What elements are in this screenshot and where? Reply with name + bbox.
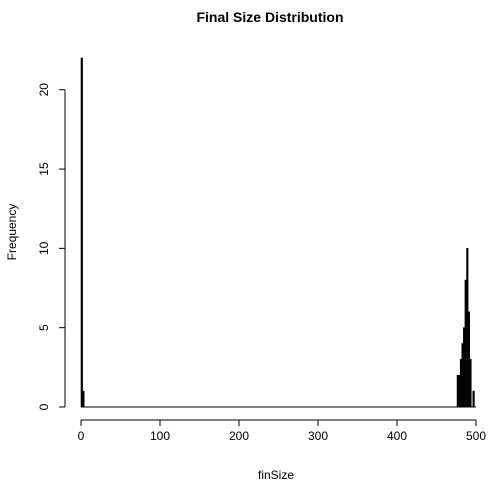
y-tick-label-10: 10: [37, 241, 51, 255]
x-axis-label: finSize: [258, 468, 294, 482]
histogram-bar-10: [469, 359, 472, 408]
x-tick-label-500: 500: [466, 429, 486, 443]
x-tick-label-400: 400: [387, 429, 407, 443]
y-tick-label-15: 15: [37, 162, 51, 176]
x-tick-label-300: 300: [308, 429, 328, 443]
x-tick-label-0: 0: [78, 429, 85, 443]
y-axis-label: Frequency: [5, 204, 19, 261]
y-tick-label-20: 20: [37, 83, 51, 97]
x-tick-label-200: 200: [229, 429, 249, 443]
histogram-bars: [80, 57, 476, 408]
chart-title: Final Size Distribution: [196, 9, 343, 25]
histogram-bar-1: [82, 390, 85, 408]
x-axis: 0 100 200 300 400 500: [78, 419, 486, 443]
histogram-bar-0: [80, 57, 83, 408]
histogram-bar-12: [472, 390, 475, 408]
y-tick-label-5: 5: [37, 324, 51, 331]
y-axis: 0 5 10 15 20: [37, 83, 66, 410]
x-tick-label-100: 100: [150, 429, 170, 443]
y-tick-label-0: 0: [37, 403, 51, 410]
